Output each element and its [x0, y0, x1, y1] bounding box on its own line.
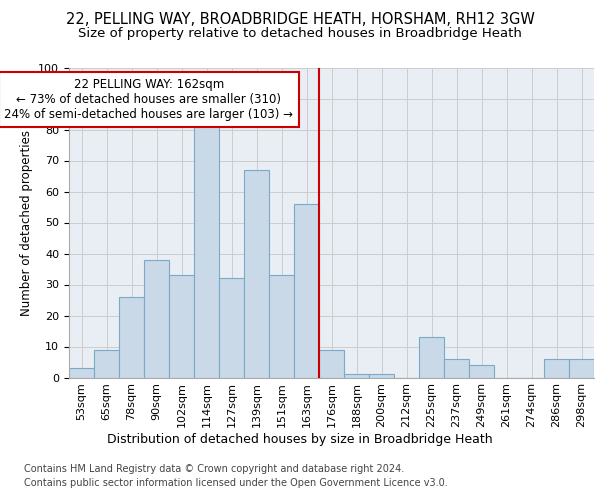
- Text: Size of property relative to detached houses in Broadbridge Heath: Size of property relative to detached ho…: [78, 28, 522, 40]
- Bar: [544, 359, 569, 378]
- Text: 22, PELLING WAY, BROADBRIDGE HEATH, HORSHAM, RH12 3GW: 22, PELLING WAY, BROADBRIDGE HEATH, HORS…: [65, 12, 535, 28]
- Bar: [94, 350, 119, 378]
- Bar: [294, 204, 319, 378]
- Text: Distribution of detached houses by size in Broadbridge Heath: Distribution of detached houses by size …: [107, 432, 493, 446]
- Text: 22 PELLING WAY: 162sqm
← 73% of detached houses are smaller (310)
24% of semi-de: 22 PELLING WAY: 162sqm ← 73% of detached…: [5, 78, 293, 122]
- Bar: [269, 275, 294, 378]
- Bar: [319, 350, 344, 378]
- Bar: [119, 297, 144, 378]
- Bar: [69, 368, 94, 378]
- Bar: [244, 170, 269, 378]
- Text: Contains HM Land Registry data © Crown copyright and database right 2024.: Contains HM Land Registry data © Crown c…: [24, 464, 404, 474]
- Bar: [219, 278, 244, 378]
- Text: Contains public sector information licensed under the Open Government Licence v3: Contains public sector information licen…: [24, 478, 448, 488]
- Bar: [169, 275, 194, 378]
- Bar: [469, 365, 494, 378]
- Bar: [144, 260, 169, 378]
- Bar: [194, 124, 219, 378]
- Bar: [419, 337, 444, 378]
- Bar: [444, 359, 469, 378]
- Bar: [369, 374, 394, 378]
- Bar: [569, 359, 594, 378]
- Y-axis label: Number of detached properties: Number of detached properties: [20, 130, 33, 316]
- Bar: [344, 374, 369, 378]
